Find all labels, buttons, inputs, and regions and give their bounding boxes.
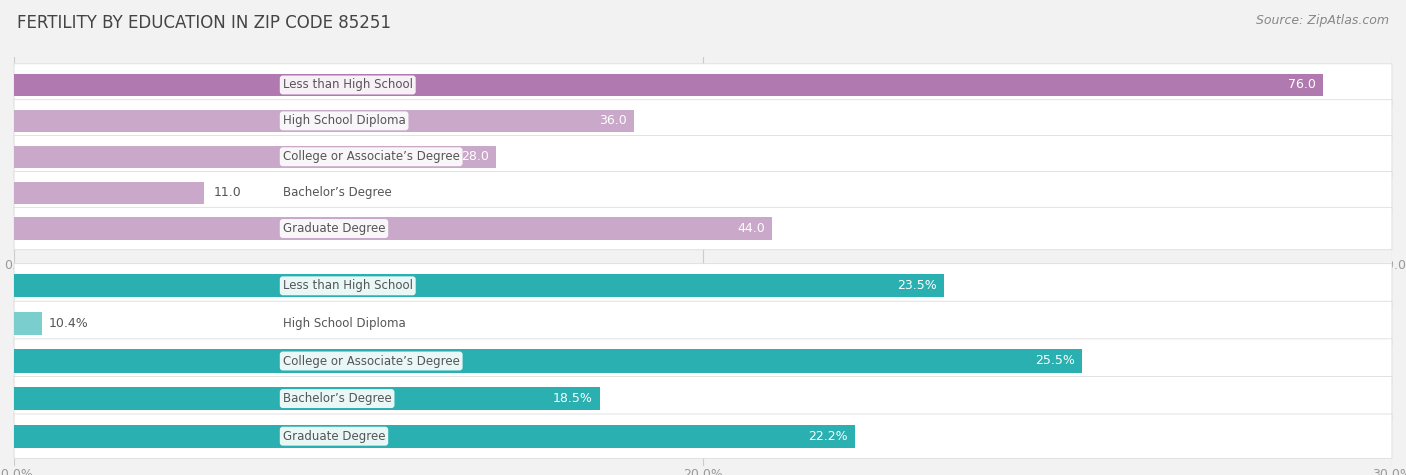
Bar [14, 425, 855, 448]
Text: 10.4%: 10.4% [48, 317, 89, 330]
Text: College or Associate’s Degree: College or Associate’s Degree [283, 354, 460, 368]
Text: 23.5%: 23.5% [897, 279, 938, 292]
Text: Less than High School: Less than High School [283, 78, 413, 92]
Text: FERTILITY BY EDUCATION IN ZIP CODE 85251: FERTILITY BY EDUCATION IN ZIP CODE 85251 [17, 14, 391, 32]
Text: 11.0: 11.0 [214, 186, 242, 199]
Text: 22.2%: 22.2% [808, 430, 848, 443]
Bar [14, 146, 496, 168]
Text: Bachelor’s Degree: Bachelor’s Degree [283, 392, 391, 405]
Text: Less than High School: Less than High School [283, 279, 413, 292]
FancyBboxPatch shape [14, 135, 1392, 178]
Text: Source: ZipAtlas.com: Source: ZipAtlas.com [1256, 14, 1389, 27]
Text: Graduate Degree: Graduate Degree [283, 222, 385, 235]
FancyBboxPatch shape [14, 64, 1392, 106]
FancyBboxPatch shape [14, 264, 1392, 308]
Text: Bachelor’s Degree: Bachelor’s Degree [283, 186, 391, 199]
Text: College or Associate’s Degree: College or Associate’s Degree [283, 150, 460, 163]
FancyBboxPatch shape [14, 414, 1392, 458]
Text: 76.0: 76.0 [1288, 78, 1316, 92]
FancyBboxPatch shape [14, 339, 1392, 383]
FancyBboxPatch shape [14, 301, 1392, 346]
Text: 36.0: 36.0 [599, 114, 627, 127]
Text: 25.5%: 25.5% [1035, 354, 1076, 368]
Bar [14, 110, 634, 132]
Bar [14, 349, 1083, 373]
Text: High School Diploma: High School Diploma [283, 114, 405, 127]
Bar [14, 312, 42, 335]
Text: 18.5%: 18.5% [553, 392, 593, 405]
Text: 28.0: 28.0 [461, 150, 489, 163]
Bar [14, 218, 772, 239]
Bar [14, 387, 599, 410]
Text: 44.0: 44.0 [737, 222, 765, 235]
FancyBboxPatch shape [14, 171, 1392, 214]
Bar [14, 274, 945, 297]
FancyBboxPatch shape [14, 100, 1392, 142]
FancyBboxPatch shape [14, 208, 1392, 250]
Bar [14, 74, 1323, 96]
FancyBboxPatch shape [14, 376, 1392, 421]
Bar [14, 181, 204, 204]
Text: High School Diploma: High School Diploma [283, 317, 405, 330]
Text: Graduate Degree: Graduate Degree [283, 430, 385, 443]
